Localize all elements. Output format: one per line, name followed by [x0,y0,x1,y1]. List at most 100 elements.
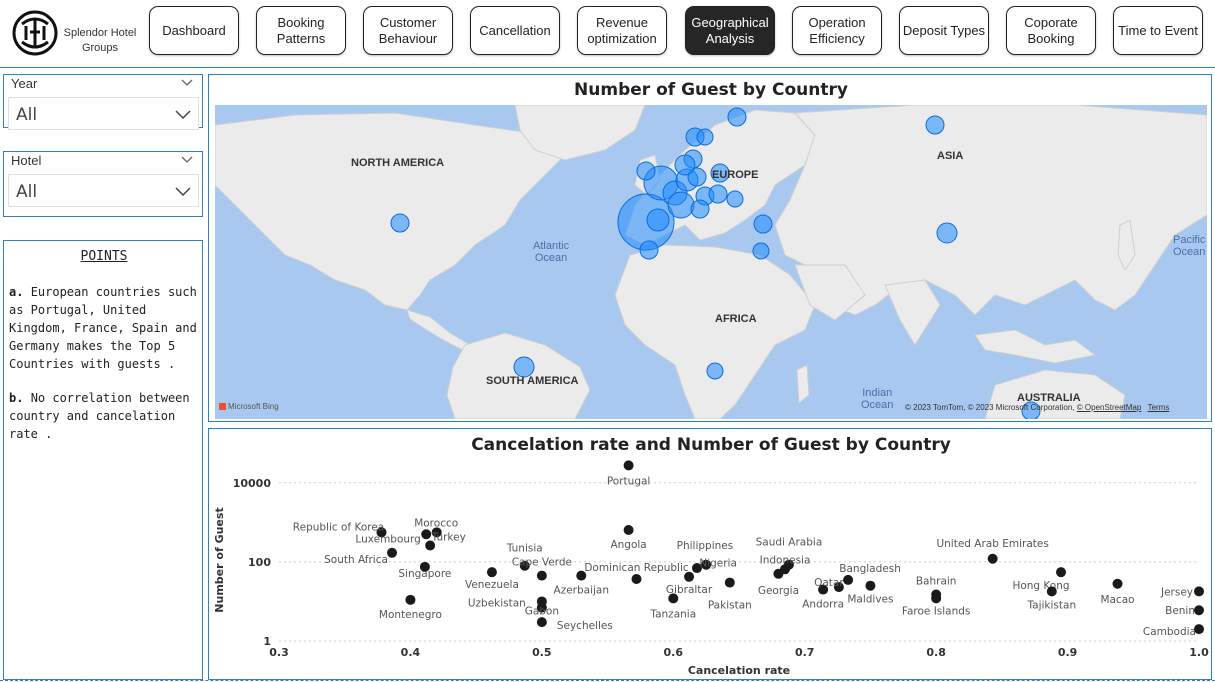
scatter-point[interactable] [431,527,442,538]
nav-button-label-line1: Revenue [595,14,649,30]
point-label: Gabon [525,606,559,618]
point-label: Pakistan [708,600,752,612]
landmass-southeast-asia [974,329,1097,364]
scatter-point[interactable] [1046,586,1057,597]
country-bubble[interactable] [674,154,696,176]
label-pacific-line1: Pacific [1173,234,1206,246]
label-indian-line2: Ocean [861,399,894,411]
osm-link[interactable]: © OpenStreetMap [1076,403,1142,412]
scatter-point[interactable] [773,568,784,579]
country-bubbles [390,107,1041,419]
country-bubble[interactable] [706,362,724,380]
scatter-point[interactable] [576,570,587,581]
country-bubble[interactable] [708,184,728,204]
scatter-point[interactable] [421,529,432,540]
scatter-point[interactable] [843,574,854,585]
scatter-point[interactable] [724,577,735,588]
country-bubble[interactable] [513,356,535,378]
landmass-japan [1117,219,1136,272]
scatter-point[interactable] [684,571,695,582]
scatter-point[interactable] [1056,567,1066,578]
nav-button-geographical-analysis[interactable]: Geographical Analysis [685,6,775,55]
landmass-madagascar [796,364,810,404]
point-label: Gibraltar [666,584,713,596]
x-axis-label: Cancelation rate [688,664,790,677]
country-bubble[interactable] [636,161,656,181]
nav-button-label: Cancellation [479,23,551,39]
scatter-point[interactable] [376,527,387,538]
country-bubble[interactable] [646,208,670,232]
country-bubble[interactable] [710,163,730,183]
nav-button-time-to-event[interactable]: Time to Event [1113,6,1203,55]
scatter-point[interactable] [536,617,547,628]
nav-button-label-line1: Dashboard [162,22,226,38]
year-dropdown[interactable]: All [8,97,199,130]
scatter-point[interactable] [1194,605,1204,616]
scatter-point[interactable] [668,593,679,604]
nav-button-dashboard[interactable]: Dashboard [149,6,239,55]
nav-button-label: Coporate Booking [1024,15,1077,47]
scatter-point[interactable] [425,540,436,551]
map-title: Number of Guest by Country [574,80,848,100]
country-bubble[interactable] [925,115,945,135]
country-bubble[interactable] [726,190,744,208]
hotel-slicer-title: Hotel [11,153,42,168]
country-bubble[interactable] [696,128,714,146]
scatter-point[interactable] [631,573,642,584]
country-bubble[interactable] [752,242,770,260]
label-atlantic-line1: Atlantic [533,240,570,252]
hotel-dropdown-value: All [16,182,38,202]
scatter-point[interactable] [865,580,876,591]
country-bubble[interactable] [1021,401,1041,419]
scatter-point[interactable] [623,460,634,471]
scatter-point[interactable] [987,553,998,564]
scatter-point[interactable] [419,561,430,572]
nav-button-revenue-optimization[interactable]: Revenue optimization [577,6,667,55]
country-bubble[interactable] [667,191,695,219]
map-canvas [215,105,1207,419]
scatter-point[interactable] [536,602,547,613]
country-bubble[interactable] [639,240,659,260]
nav-button-label: Geographical Analysis [691,15,768,47]
nav-button-deposit-types[interactable]: Deposit Types [899,6,989,55]
country-bubble[interactable] [936,222,958,244]
scatter-point[interactable] [387,547,398,558]
landmass-asia [774,105,1207,316]
nav-button-operation-efficiency[interactable]: Operation Efficiency [792,6,882,55]
scatter-point[interactable] [1194,624,1204,635]
scatter-point[interactable] [519,560,530,571]
scatter-point[interactable] [536,570,547,581]
scatter-chart[interactable]: 1 100 10000 0.3 0.4 0.5 0.6 0.7 0.8 0.9 1.0 Cancela… [209,429,1213,681]
scatter-point[interactable] [931,593,942,604]
country-bubble[interactable] [753,214,773,234]
scatter-point[interactable] [691,563,702,574]
nav-button-booking-patterns[interactable]: Booking Patterns [256,6,346,55]
country-bubble[interactable] [687,167,707,187]
nav-button-customer-behaviour[interactable]: Customer Behaviour [363,6,453,55]
scatter-point[interactable] [701,559,712,570]
country-bubble[interactable] [390,213,410,233]
scatter-point[interactable] [405,594,416,605]
point-label: Bahrain [916,575,957,587]
terms-link[interactable]: Terms [1147,403,1170,412]
world-map[interactable]: NORTH AMERICA EUROPE ASIA AFRICA SOUTH A… [215,105,1207,419]
chevron-down-icon[interactable] [180,77,194,87]
nav-button-label-line1: Cancellation [479,22,551,38]
scatter-point[interactable] [623,525,634,536]
country-bubble[interactable] [727,107,747,127]
point-label: Republic of Korea [293,521,384,533]
label-atlantic-line2: Ocean [534,252,568,264]
point-label: Andorra [802,599,844,611]
country-bubble[interactable] [690,199,710,219]
scatter-point[interactable] [1194,586,1204,597]
scatter-point[interactable] [833,582,844,593]
nav-button-cancellation[interactable]: Cancellation [470,6,560,55]
label-pacific-line2: Ocean [1173,246,1206,258]
nav-button-coporate-booking[interactable]: Coporate Booking [1006,6,1096,55]
scatter-point[interactable] [1112,578,1123,589]
nav-button-label-line1: Operation [808,14,866,30]
chevron-down-icon[interactable] [180,154,194,164]
scatter-point[interactable] [486,567,497,578]
hotel-dropdown[interactable]: All [8,174,199,207]
scatter-point[interactable] [818,584,829,595]
